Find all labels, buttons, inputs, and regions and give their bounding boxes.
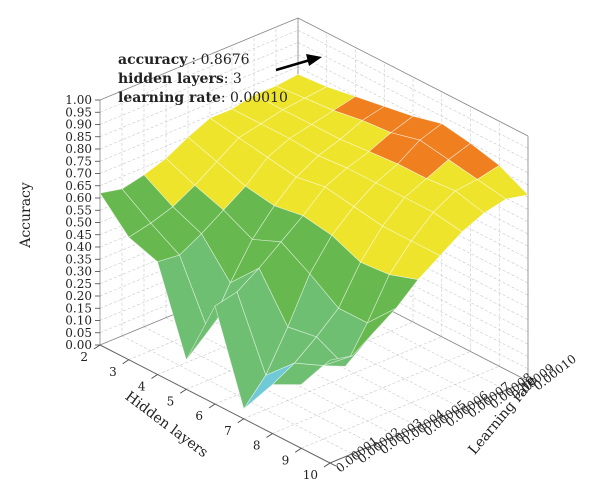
y-tick-mark [417,426,425,430]
floor-gridline [121,335,353,455]
x-tick-label: 3 [109,365,117,379]
side-wall-gridline [297,54,529,174]
z-tick-label: 0.10 [65,314,92,328]
annotation-accuracy-label: accuracy [118,52,188,68]
z-tick-label: 0.60 [65,191,92,205]
side-wall-gridline [297,42,529,161]
z-tick-label: 0.50 [65,216,92,230]
x-tick-label: 4 [138,380,146,394]
x-tick-label: 10 [303,468,318,482]
side-wall-gridline [297,225,529,345]
z-tick-label: 0.70 [65,167,92,181]
floor-gridline [143,326,375,446]
axis-line [329,380,529,464]
z-tick-label: 0.75 [65,154,92,168]
x-tick-mark [237,418,244,424]
z-tick-label: 0.30 [65,265,92,279]
side-wall-gridline [297,201,529,321]
x-tick-mark [93,344,101,350]
svg-text:accuracy: 0.8676: accuracy: 0.8676 [118,52,250,68]
annotation-layers-label: hidden layers [118,71,224,87]
annotation: accuracy: 0.8676 hidden layers: 3 learni… [118,52,322,106]
floor-gridline [209,299,441,418]
z-tick-label: 0.05 [65,326,92,340]
side-wall-gridline [297,189,529,308]
side-wall-gridline [297,115,529,235]
accuracy-surface [99,73,529,410]
side-wall-gridline [297,152,529,272]
x-tick-label: 7 [224,424,232,438]
annotation-layers-value: : 3 [224,71,242,87]
x-tick-label: 9 [282,453,290,467]
y-tick-mark [505,389,513,394]
floor-gridline [253,280,485,400]
y-tick-mark [439,417,447,421]
svg-text:learning rate: 0.00010: learning rate: 0.00010 [118,90,288,106]
x-tick-mark [323,462,331,468]
x-tick-mark [151,374,158,379]
x-tick-mark [122,359,129,365]
annotation-rate-value: : 0.00010 [221,90,288,106]
axis-box-edge [297,17,529,137]
x-tick-mark [180,388,187,394]
side-wall-gridline [297,127,529,247]
floor-gridline [301,365,500,449]
z-tick-label: 1.00 [65,93,92,107]
side-wall-gridline [297,140,529,259]
z-tick-label: 0.25 [65,277,92,291]
y-tick-mark [351,453,359,458]
floor-gridline [243,336,442,420]
z-tick-label: 0.65 [65,179,92,193]
x-tick-mark [266,433,273,438]
side-wall-gridline [297,213,529,333]
side-wall-gridline [297,250,529,370]
floor-gridline [231,290,463,409]
y-tick-mark [329,462,337,467]
surface-patch [300,355,353,385]
x-tick-mark [208,403,216,409]
z-tick-label: 0.45 [65,228,92,242]
x-tick-label: 5 [167,394,175,408]
axis-box-edge [99,17,299,101]
z-tick-label: 0.15 [65,301,92,315]
back-wall-gridline [99,66,299,150]
z-tick-label: 0.95 [65,105,92,119]
y-tick-mark [527,380,535,385]
back-wall-gridline [99,42,299,125]
annotation-rate-label: learning rate [118,90,221,106]
y-tick-mark [395,435,403,440]
side-wall-gridline [297,164,529,284]
floor-gridline [275,271,507,391]
x-tick-label: 2 [80,350,88,364]
z-tick-label: 0.55 [65,203,92,217]
back-wall-gridline [99,29,299,113]
floor-gridline [272,351,471,434]
back-wall-gridline [99,78,299,162]
x-tick-label: 6 [195,409,203,423]
annotation-accuracy-value: : 0.8676 [191,52,249,68]
z-tick-label: 0.35 [65,252,92,266]
y-tick-mark [461,407,469,412]
z-tick-label: 0.85 [65,130,92,144]
z-tick-label: 0.20 [65,289,92,303]
y-tick-mark [373,444,381,449]
annotation-arrow [275,54,322,72]
floor-gridline [187,308,419,427]
y-tick-mark [483,398,491,403]
svg-text:hidden layers: 3: hidden layers: 3 [118,71,242,87]
x-tick-label: 8 [253,439,261,453]
back-wall-gridline [99,54,299,138]
z-tick-label: 0.80 [65,142,92,156]
side-wall-gridline [297,238,529,357]
z-tick-label: 0.40 [65,240,92,254]
side-wall-gridline [297,29,529,149]
z-axis-title: Accuracy [18,182,34,249]
z-tick-label: 0.90 [65,118,92,132]
side-wall-gridline [297,176,529,296]
floor-gridline [165,317,397,436]
z-tick-label: 0.00 [65,338,92,352]
x-tick-mark [295,447,302,453]
